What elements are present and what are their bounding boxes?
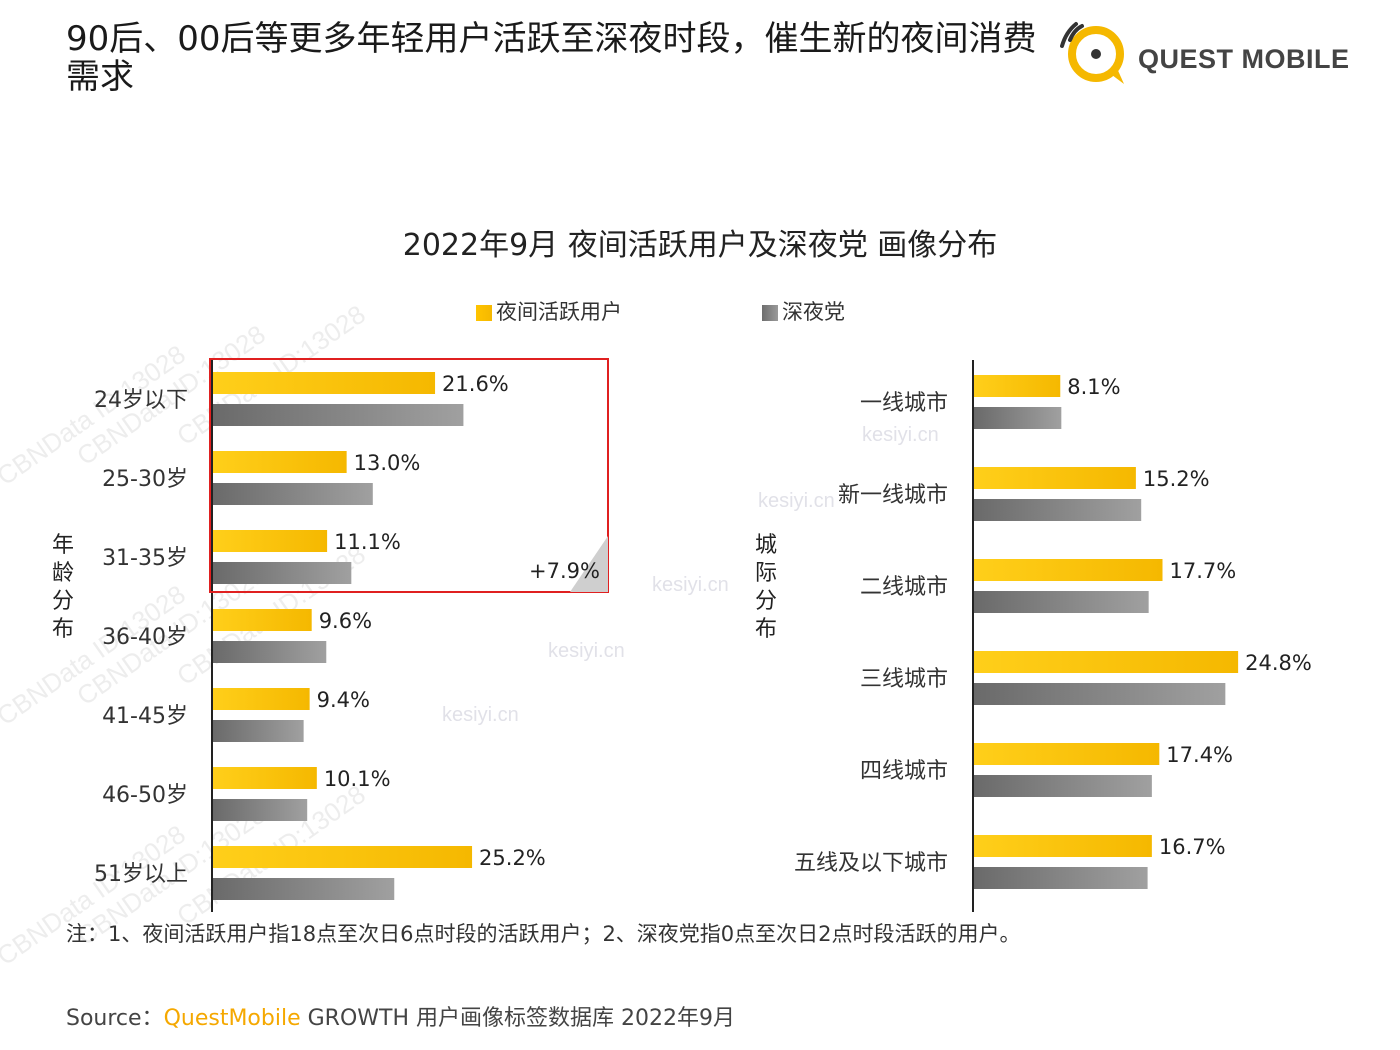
data-label: 13.0%	[354, 451, 421, 475]
category-label: 41-45岁	[102, 704, 188, 729]
category-label: 四线城市	[860, 759, 948, 784]
data-label: 10.1%	[324, 767, 391, 791]
bar-late-night	[213, 483, 373, 505]
data-label: 21.6%	[442, 372, 509, 396]
bar-late-night	[974, 775, 1152, 797]
category-label: 一线城市	[860, 391, 948, 416]
category-label: 46-50岁	[102, 783, 188, 808]
annotation-label: +7.9%	[529, 559, 600, 583]
category-label: 51岁以上	[94, 862, 188, 887]
bar-late-night	[974, 591, 1149, 613]
legend-item-night-active: 夜间活跃用户	[476, 296, 622, 326]
bar-late-night	[213, 404, 464, 426]
bar-night-active	[213, 846, 473, 868]
bar-late-night	[974, 683, 1226, 705]
bar-late-night	[974, 499, 1142, 521]
logo-text: QUEST MOBILE	[1138, 44, 1350, 74]
category-label: 三线城市	[860, 667, 948, 692]
category-label: 36-40岁	[102, 625, 188, 650]
bar-night-active	[974, 467, 1136, 489]
bar-night-active	[213, 609, 312, 631]
data-label: 16.7%	[1159, 835, 1226, 859]
bar-night-active	[213, 530, 328, 552]
category-label: 五线及以下城市	[794, 851, 948, 876]
data-label: 24.8%	[1245, 651, 1312, 675]
page-headline: 90后、00后等更多年轻用户活跃至深夜时段，催生新的夜间消费需求	[66, 19, 1037, 97]
bar-night-active	[213, 451, 347, 473]
legend-label-night-active: 夜间活跃用户	[496, 300, 622, 324]
bar-night-active	[974, 559, 1163, 581]
source-prefix: Source：	[66, 1006, 164, 1031]
legend-swatch-grey	[762, 305, 778, 321]
bar-late-night	[974, 407, 1062, 429]
footnote: 注：1、夜间活跃用户指18点至次日6点时段的活跃用户；2、深夜党指0点至次日2点…	[66, 922, 1021, 946]
category-label: 二线城市	[860, 575, 948, 600]
data-label: 11.1%	[334, 530, 401, 554]
bar-late-night	[213, 562, 352, 584]
axis-label-age: 年龄分布	[51, 533, 74, 642]
category-label: 25-30岁	[102, 467, 188, 492]
data-label: 17.4%	[1166, 743, 1233, 767]
bar-night-active	[974, 651, 1239, 673]
logo-mark-icon	[1060, 22, 1124, 84]
source-brand: QuestMobile	[163, 1006, 301, 1031]
bar-late-night	[213, 799, 308, 821]
highlight-box	[209, 358, 609, 593]
source-rest: GROWTH 用户画像标签数据库 2022年9月	[300, 1006, 735, 1031]
data-label: 9.6%	[319, 609, 372, 633]
legend-swatch-yellow	[476, 305, 492, 321]
bar-late-night	[213, 878, 395, 900]
data-label: 17.7%	[1170, 559, 1237, 583]
bar-night-active	[974, 743, 1160, 765]
category-label: 31-35岁	[102, 546, 188, 571]
bar-night-active	[213, 372, 436, 394]
data-label: 8.1%	[1067, 375, 1120, 399]
bar-night-active	[974, 835, 1152, 857]
bar-late-night	[213, 641, 327, 663]
bar-night-active	[213, 767, 317, 789]
bar-late-night	[974, 867, 1148, 889]
axis-label-city: 城际分布	[754, 533, 777, 642]
legend-item-late-night: 深夜党	[762, 296, 845, 326]
bar-night-active	[213, 688, 310, 710]
category-label: 24岁以下	[94, 388, 188, 413]
chart-title: 2022年9月 夜间活跃用户及深夜党 画像分布	[402, 228, 998, 263]
data-label: 9.4%	[317, 688, 370, 712]
questmobile-logo: QUEST MOBILE	[1060, 18, 1350, 88]
bar-late-night	[213, 720, 304, 742]
data-label: 15.2%	[1143, 467, 1210, 491]
bar-night-active	[974, 375, 1061, 397]
corner-fold-icon	[570, 536, 608, 592]
legend-label-late-night: 深夜党	[782, 300, 845, 324]
data-label: 25.2%	[479, 846, 546, 870]
category-label: 新一线城市	[838, 483, 948, 508]
source-line: Source：QuestMobile GROWTH 用户画像标签数据库 2022…	[66, 1000, 735, 1032]
